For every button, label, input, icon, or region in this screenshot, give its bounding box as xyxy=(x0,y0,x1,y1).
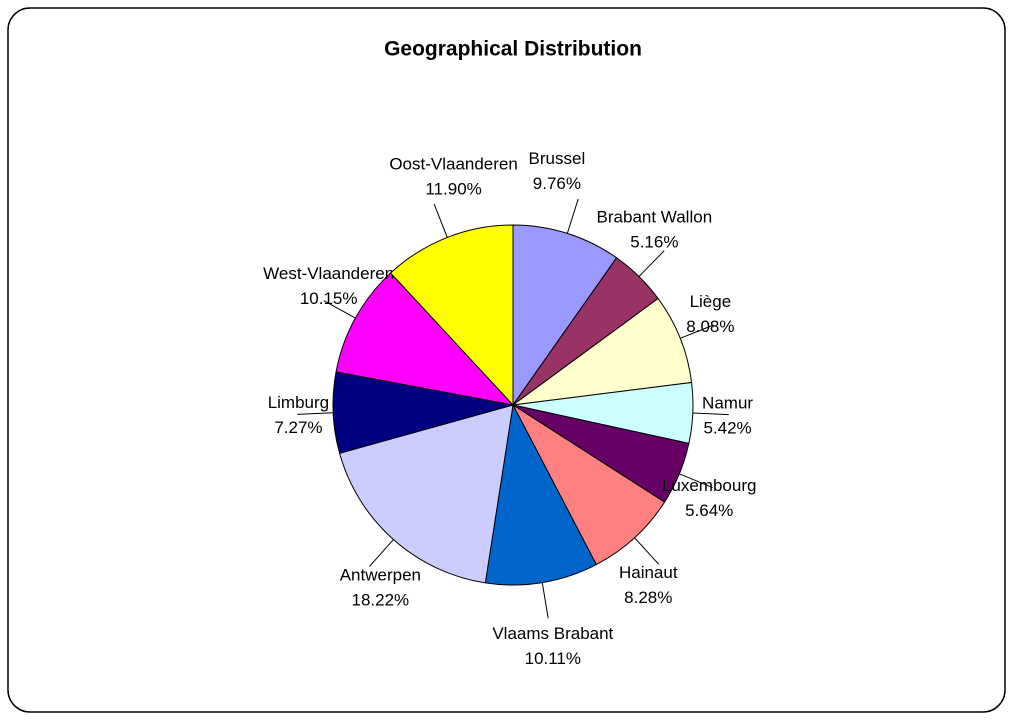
leader-line xyxy=(680,324,714,339)
slice-value-label: 11.90% xyxy=(425,180,481,199)
leader-line xyxy=(679,473,713,489)
leader-line xyxy=(369,539,394,567)
slice-value-label: 5.64% xyxy=(685,501,733,520)
pie-slice xyxy=(484,403,597,586)
leader-line xyxy=(541,582,549,619)
slice-label: Hainaut xyxy=(619,563,678,582)
slice-value-label: 7.27% xyxy=(274,418,322,437)
leader-line xyxy=(638,250,665,277)
slice-label: Brabant Wallon xyxy=(597,208,713,227)
slice-value-label: 8.28% xyxy=(624,588,672,607)
slice-value-label: 5.16% xyxy=(630,233,678,252)
slice-label: Namur xyxy=(702,393,753,412)
slice-label: Antwerpen xyxy=(340,565,421,584)
leader-line xyxy=(433,203,448,238)
leader-line xyxy=(297,412,334,415)
leader-line xyxy=(692,412,729,416)
slice-label: Luxembourg xyxy=(662,476,757,495)
slice-label: West-Vlaanderen xyxy=(263,264,394,283)
slice-value-label: 8.08% xyxy=(686,317,734,336)
chart-title: Geographical Distribution xyxy=(384,38,642,61)
pie-slice xyxy=(511,297,693,406)
pie-slice xyxy=(389,224,514,407)
slice-value-label: 10.15% xyxy=(300,289,358,308)
slice-label: Oost-Vlaanderen xyxy=(389,155,518,174)
leader-line xyxy=(323,300,356,319)
pie-slice xyxy=(335,272,515,406)
pie-slice xyxy=(338,404,514,584)
slice-label: Limburg xyxy=(268,393,329,412)
slice-value-label: 9.76% xyxy=(533,174,581,193)
slice-value-label: 18.22% xyxy=(352,590,410,609)
leader-line xyxy=(566,198,579,234)
slice-label: Vlaams Brabant xyxy=(492,624,613,643)
leader-line xyxy=(634,537,660,565)
slice-label: Brussel xyxy=(529,149,586,168)
slice-value-label: 5.42% xyxy=(703,418,751,437)
slice-value-label: 10.11% xyxy=(525,649,581,668)
slice-label: Liège xyxy=(690,292,732,311)
pie-slice xyxy=(511,403,666,566)
